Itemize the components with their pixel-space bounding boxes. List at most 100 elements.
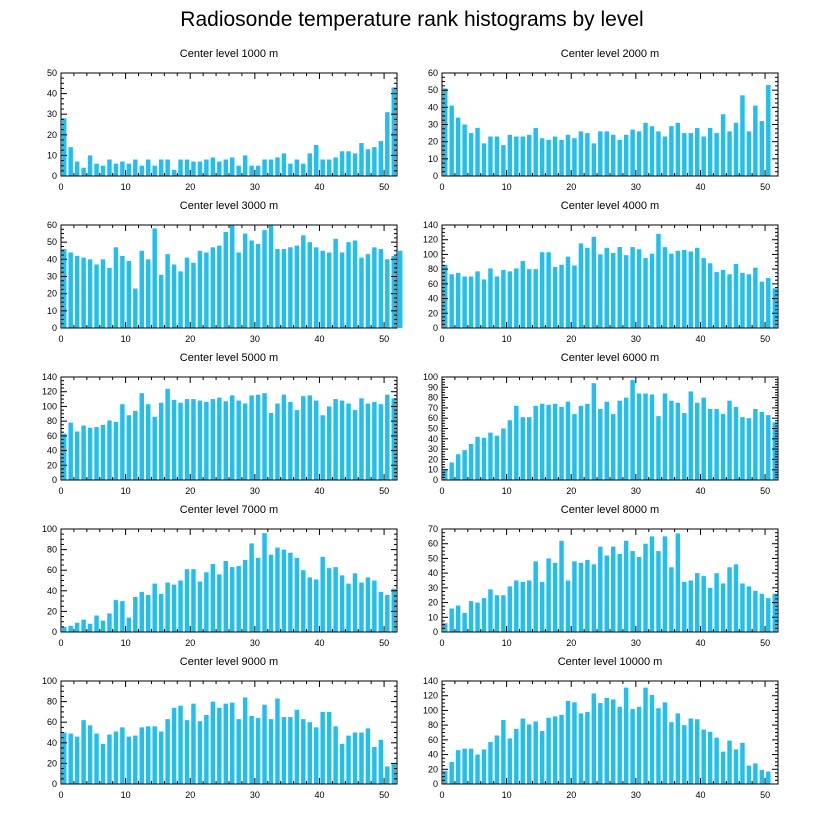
histogram-bar [675, 533, 681, 632]
histogram-bar [385, 112, 390, 176]
histogram-bar [281, 717, 287, 784]
y-tick-label: 30 [428, 583, 438, 593]
histogram-bar [352, 573, 358, 632]
histogram-bar [197, 581, 203, 632]
histogram-bar [62, 249, 67, 328]
histogram-bar [74, 622, 80, 632]
x-tick-label: 0 [58, 486, 63, 496]
histogram-bar [682, 413, 687, 480]
y-tick-label: 0 [433, 171, 438, 181]
histogram-bar [527, 417, 532, 480]
histogram-bar [333, 238, 338, 328]
histogram-bar [171, 584, 177, 632]
histogram-bar [720, 114, 726, 176]
histogram-bar [527, 134, 532, 176]
histogram-bar [682, 581, 687, 632]
histogram-bar [74, 161, 80, 176]
x-tick-label: 30 [631, 182, 641, 192]
histogram-bar [630, 129, 635, 176]
histogram-bar [552, 562, 558, 632]
histogram-bar [714, 272, 719, 328]
histogram-bar [385, 594, 390, 632]
histogram-bar [314, 400, 319, 480]
histogram-bar [191, 161, 196, 176]
histogram-bar [559, 139, 564, 176]
histogram-bar [462, 748, 467, 784]
histogram-bar [611, 134, 616, 176]
x-tick-label: 30 [250, 486, 260, 496]
histogram-bar [372, 580, 377, 632]
x-tick-label: 20 [185, 790, 195, 800]
subplot-title: Center level 1000 m [180, 48, 278, 60]
x-tick-label: 50 [760, 182, 770, 192]
histogram-bar [720, 751, 726, 784]
histogram-bar [707, 587, 713, 632]
histogram-bar [385, 766, 390, 784]
histogram-bar [585, 403, 590, 480]
histogram-bar [126, 261, 132, 328]
histogram-bar [133, 735, 138, 784]
histogram-bar [249, 543, 254, 632]
histogram-bar [449, 608, 454, 632]
histogram-bar [733, 122, 739, 176]
histogram-bar [184, 159, 190, 176]
y-tick-label: 40 [47, 89, 57, 99]
histogram-bar [87, 427, 93, 480]
x-tick-label: 50 [379, 334, 389, 344]
histogram-bar [333, 567, 338, 632]
histogram-bar [391, 398, 396, 480]
x-tick-label: 20 [566, 334, 576, 344]
y-tick-label: 0 [52, 779, 57, 789]
histogram-bar [656, 233, 661, 328]
histogram-bar [378, 404, 384, 480]
histogram-bar [217, 707, 222, 784]
histogram-bar [669, 722, 674, 784]
histogram-bar [669, 126, 674, 176]
histogram-bar [301, 163, 306, 176]
histogram-bar [753, 105, 758, 176]
histogram-bar [546, 252, 551, 328]
histogram-bar [255, 394, 261, 480]
histogram-bar [223, 560, 228, 632]
subplot-title: Center level 5000 m [180, 352, 278, 364]
y-tick-label: 30 [428, 444, 438, 454]
histogram-bar [707, 263, 713, 328]
histogram-bar [146, 594, 151, 632]
x-tick-label: 30 [250, 638, 260, 648]
histogram-bar [507, 134, 513, 176]
histogram-bar [598, 131, 603, 176]
y-tick-label: 20 [428, 454, 438, 464]
histogram-bar [100, 165, 106, 176]
y-tick-label: 60 [428, 68, 438, 78]
histogram-bar [539, 138, 545, 176]
histogram-bar [158, 731, 164, 784]
histogram-bar [146, 404, 151, 480]
histogram-bar [352, 240, 358, 328]
histogram-bar [643, 122, 648, 176]
histogram-bar [733, 749, 739, 784]
histogram-bar [191, 703, 196, 784]
histogram-bar [359, 398, 364, 480]
histogram-bar [488, 268, 493, 328]
histogram-bar [249, 716, 254, 784]
histogram-bar [249, 240, 254, 328]
histogram-bar [546, 139, 551, 176]
histogram-bar [695, 719, 700, 784]
histogram-bar [539, 252, 545, 328]
histogram-bar [746, 418, 752, 480]
histogram-bar [720, 414, 726, 480]
histogram-bar [759, 593, 765, 632]
histogram-bar [210, 564, 216, 632]
histogram-bar [604, 247, 609, 328]
histogram-bar [107, 420, 112, 480]
x-tick-label: 10 [502, 334, 512, 344]
histogram-bar [468, 133, 474, 176]
histogram-bar [746, 765, 752, 784]
histogram-bar [385, 259, 390, 328]
histogram-bar [707, 127, 713, 176]
histogram-bar [307, 395, 312, 480]
histogram-bar [74, 431, 80, 480]
histogram-bar [630, 708, 635, 784]
histogram-bar [178, 271, 183, 328]
histogram-bar [68, 147, 73, 176]
